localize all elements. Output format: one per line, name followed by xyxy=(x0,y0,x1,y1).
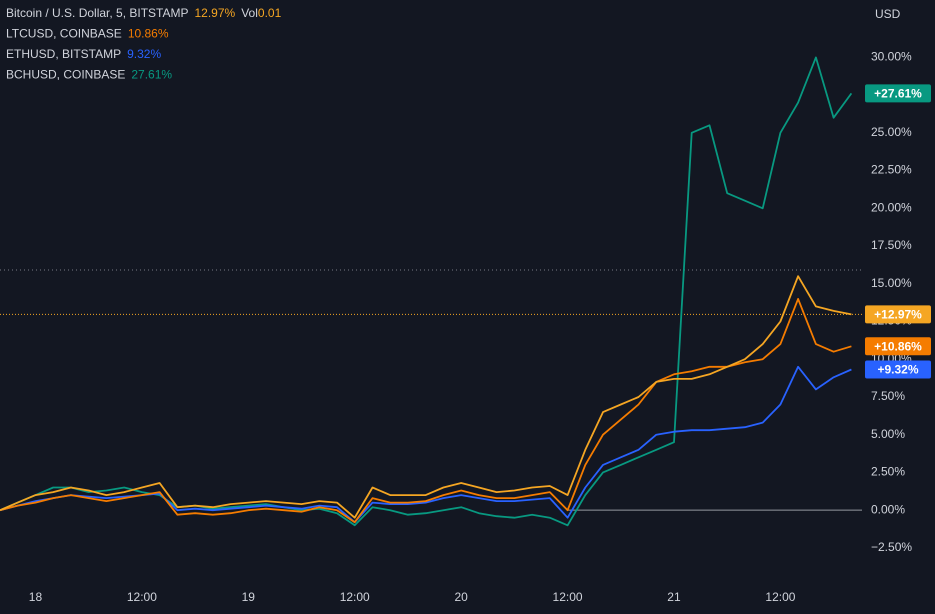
legend-value: 9.32% xyxy=(127,47,161,61)
y-tick-label: 25.00% xyxy=(871,125,912,139)
y-unit: USD xyxy=(875,7,901,21)
series-line xyxy=(0,298,852,524)
legend-name: ETHUSD, BITSTAMP xyxy=(6,47,121,61)
price-badge-label: +10.86% xyxy=(874,339,922,353)
price-badge-label: +12.97% xyxy=(874,308,922,322)
legend-value: 12.97% xyxy=(195,6,236,20)
y-tick-label: 20.00% xyxy=(871,200,912,214)
legend-name: LTCUSD, COINBASE xyxy=(6,27,122,41)
legend-name: BCHUSD, COINBASE xyxy=(6,68,125,82)
x-tick-label: 21 xyxy=(667,590,681,604)
y-tick-label: 0.00% xyxy=(871,502,905,516)
x-tick-label: 19 xyxy=(242,590,256,604)
series-line xyxy=(0,275,852,519)
y-tick-label: 17.50% xyxy=(871,238,912,252)
x-tick-label: 12:00 xyxy=(553,590,583,604)
y-tick-label: 2.50% xyxy=(871,465,905,479)
series-line xyxy=(0,56,853,527)
legend-value: 27.61% xyxy=(131,68,172,82)
y-tick-label: −2.50% xyxy=(871,540,912,554)
price-badge xyxy=(865,337,931,356)
x-tick-label: 12:00 xyxy=(340,590,370,604)
price-badge xyxy=(865,84,931,103)
y-tick-label: 30.00% xyxy=(871,50,912,64)
legend-volume-name: Vol xyxy=(241,6,258,20)
legend-value: 10.86% xyxy=(128,27,169,41)
x-tick-label: 12:00 xyxy=(127,590,157,604)
x-tick-label: 18 xyxy=(29,590,43,604)
price-badge xyxy=(865,360,931,379)
x-tick-label: 12:00 xyxy=(765,590,795,604)
y-tick-label: 22.50% xyxy=(871,163,912,177)
y-tick-label: 15.00% xyxy=(871,276,912,290)
legend-volume: 0.01 xyxy=(258,6,282,20)
y-tick-label: 5.00% xyxy=(871,427,905,441)
y-tick-label: 7.50% xyxy=(871,389,905,403)
x-tick-label: 20 xyxy=(454,590,468,604)
price-badge xyxy=(865,305,931,324)
price-badge-label: +9.32% xyxy=(877,363,918,377)
legend-name: Bitcoin / U.S. Dollar, 5, BITSTAMP xyxy=(6,6,189,20)
price-badge-label: +27.61% xyxy=(874,87,922,101)
